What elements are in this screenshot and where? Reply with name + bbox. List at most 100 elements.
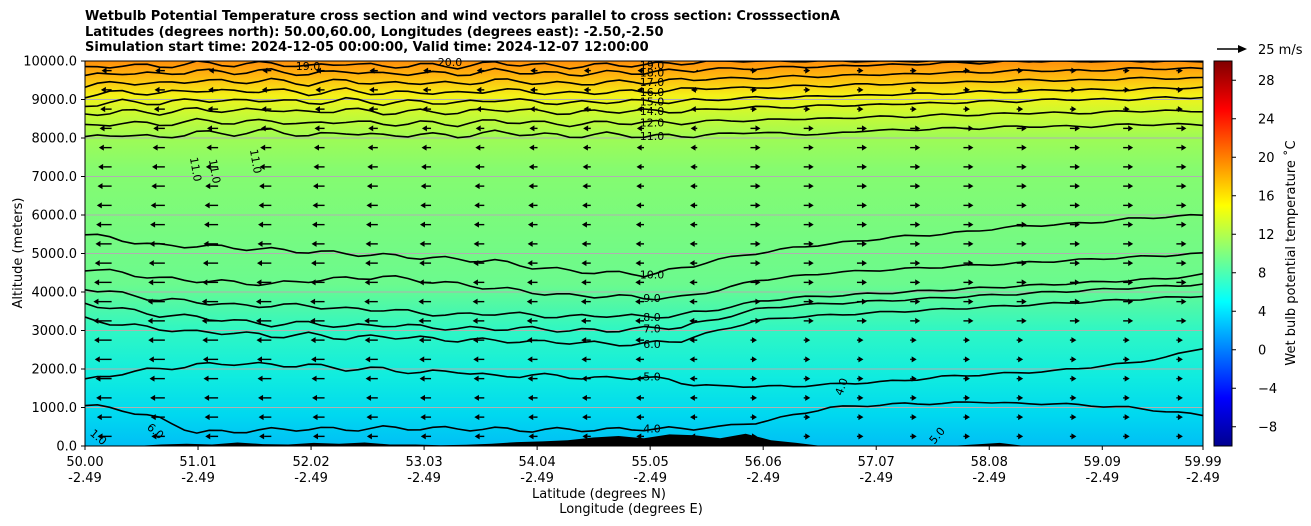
y-tick-label: 0.0 [56,440,77,455]
wind-vector [1016,240,1027,247]
wind-vector [366,414,378,421]
wind-vector-head [150,221,156,228]
wind-vector [310,298,325,305]
wind-vector [418,298,432,305]
wind-vector-head [259,433,265,440]
y-tick-label: 10000.0 [23,55,77,70]
wind-vector [689,240,698,247]
wind-vector [527,394,538,401]
wind-vector [527,260,538,267]
wind-vector-head [1021,144,1027,151]
wind-vector [583,125,591,132]
wind-vector [368,125,378,132]
wind-vector [204,414,219,421]
contour-extra-label: 11.0 [206,158,223,184]
wind-vector [1069,337,1077,344]
wind-vector-head [366,183,372,190]
wind-vector [528,433,538,440]
colorbar-tick-label: 8 [1258,266,1266,281]
wind-vector-head [1074,317,1080,324]
wind-vector-head [312,414,318,421]
wind-vector [366,183,378,190]
wind-vector-head [204,202,210,209]
wind-vector-head [1018,106,1024,113]
wind-vector [1123,183,1134,190]
wind-vector [96,221,112,228]
wind-vector-head [964,394,970,401]
wind-vector-head [805,356,811,363]
wind-vector-head [915,298,921,305]
wind-vector [1123,433,1130,440]
vector-key-label: 25 m/s [1258,43,1303,58]
wind-vector [1123,375,1130,382]
wind-vector [581,394,591,401]
contour-15.0 [85,86,1203,108]
wind-vector [750,356,757,363]
wind-vector [527,356,538,363]
wind-vector-head [689,279,695,286]
contour-label: 5.0 [643,371,661,384]
wind-vector-head [689,375,695,382]
wind-vector [689,394,698,401]
contour-label: 16.0 [640,86,665,99]
wind-vector [313,144,325,151]
wind-vector-head [149,375,155,382]
wind-vector [150,394,165,401]
wind-vector [473,394,485,401]
wind-vector [1069,414,1077,421]
wind-vector [148,356,165,363]
wind-vector-head [98,163,104,170]
x-tick-lon: -2.49 [181,471,215,486]
y-tick-label: 5000.0 [32,247,78,262]
colorbar-tick-label: 12 [1258,228,1275,243]
wind-vector-head [100,86,106,93]
wind-vector [420,183,432,190]
wind-vector-head [528,414,534,421]
wind-vector-head [258,394,264,401]
wind-vector-head [911,414,917,421]
wind-vector-head [530,67,536,74]
wind-vector-head [1021,240,1027,247]
wind-vector-head [368,125,374,132]
wind-vector-head [473,356,479,363]
wind-vector [473,240,485,247]
wind-vector [803,337,811,344]
wind-vector [963,279,974,286]
wind-vector [258,221,272,228]
wind-vector-head [755,260,761,267]
x-tick-lon: -2.49 [746,471,780,486]
wind-vector-head [95,240,101,247]
wind-vector [635,260,644,267]
wind-vector-head [964,414,970,421]
wind-vector [472,298,485,305]
wind-vector [803,240,814,247]
x-axis: 50.00-2.4951.01-2.4952.02-2.4953.03-2.49… [66,446,1222,486]
wind-vector [910,414,917,421]
wind-vector [419,240,432,247]
wind-vector [582,202,591,209]
wind-vector-head [635,279,641,286]
wind-vector-head [257,375,263,382]
contour-label: 8.0 [643,311,661,324]
wind-vector-head [1021,279,1027,286]
wind-vector-head [964,433,970,440]
wind-vector [366,202,378,209]
wind-vector-head [201,298,207,305]
wind-vector-head [580,317,586,324]
wind-vector-head [805,433,811,440]
wind-vector [750,163,761,170]
wind-vector [1016,106,1024,113]
terrain [85,433,1203,446]
wind-vector-head [419,260,425,267]
wind-vector [419,375,432,382]
wind-vector-head [911,433,917,440]
wind-vector [365,375,378,382]
wind-vector [365,240,378,247]
wind-vector [152,163,165,170]
wind-vector [1123,337,1130,344]
wind-vector-head [204,414,210,421]
wind-vector-head [861,221,867,228]
wind-vector-head [203,375,209,382]
wind-vector-head [153,125,159,132]
wind-vector [201,298,219,305]
